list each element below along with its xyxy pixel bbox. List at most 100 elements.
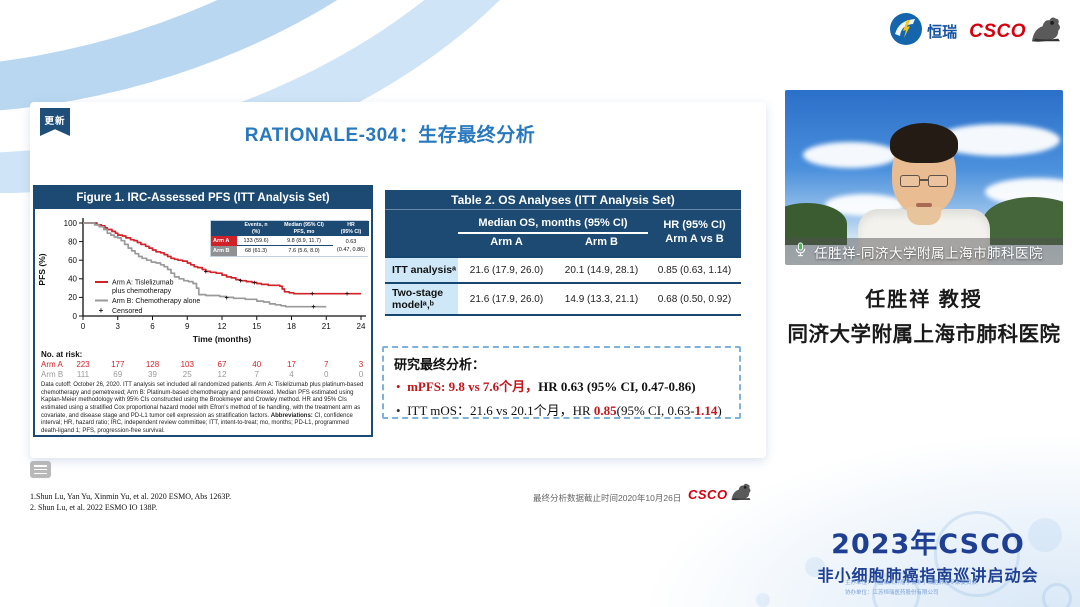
bubble-decoration	[1042, 583, 1072, 607]
risk-value: 0	[324, 370, 329, 379]
os-table-title: Table 2. OS Analyses (ITT Analysis Set)	[385, 190, 741, 210]
svg-text:0: 0	[81, 322, 86, 331]
os-table-header: Table 2. OS Analyses (ITT Analysis Set) …	[385, 190, 741, 256]
censor-mark: +	[204, 269, 208, 276]
video-caption-bar: 任胜祥-同济大学附属上海市肺科医院	[785, 238, 1063, 265]
risk-row-label: Arm A	[41, 360, 63, 369]
hill	[983, 197, 1063, 245]
svg-text:100: 100	[64, 219, 78, 228]
censor-mark: +	[225, 295, 229, 302]
risk-value: 17	[287, 360, 296, 369]
csco-logo: CSCO	[969, 15, 1064, 48]
inset-arm-b-events: 68 (61.3)	[237, 246, 275, 256]
risk-value: 111	[76, 370, 90, 379]
svg-text:20: 20	[68, 293, 77, 302]
bubble-decoration	[756, 593, 770, 607]
km-curve	[83, 222, 361, 295]
speaker-affiliation: 同济大学附属上海市肺科医院	[787, 323, 1061, 346]
svg-text:0: 0	[73, 312, 78, 321]
data-cutoff-note: 最终分析数据截止时间2020年10月26日	[533, 493, 682, 503]
risk-value: 128	[145, 360, 160, 369]
os-table: Table 2. OS Analyses (ITT Analysis Set) …	[385, 190, 741, 316]
os-row-two-stage: Two-stage modelᵃ,ᵇ 21.6 (17.9, 26.0) 14.…	[385, 284, 741, 316]
svg-text:+: +	[99, 306, 104, 315]
risk-value: 3	[358, 360, 364, 369]
censor-mark: +	[238, 278, 242, 285]
event-org-2: 协办单位：江苏恒瑞医药股份有限公司	[845, 590, 939, 597]
no-at-risk-heading: No. at risk:	[41, 350, 83, 359]
footnote-abbr-text: CI, confidence interval; HR, hazard rati…	[41, 412, 353, 435]
svg-text:60: 60	[68, 256, 77, 265]
censor-mark: +	[311, 304, 315, 311]
microphone-icon	[793, 241, 808, 262]
os-itt-arm-b: 20.1 (14.9, 28.1)	[564, 264, 639, 276]
svg-text:80: 80	[68, 237, 77, 246]
video-caption: 任胜祥-同济大学附属上海市肺科医院	[814, 245, 1043, 261]
bubble-decoration	[805, 557, 825, 577]
citation-1: 1.Shun Lu, Yan Yu, Xinmin Yu, et al. 202…	[30, 492, 231, 501]
risk-row-arm-b: Arm B 111 69 39 25 12 7 4 0 0	[35, 370, 375, 380]
censor-mark: +	[310, 291, 314, 298]
risk-value: 7	[324, 360, 329, 369]
event-org-1: 主办单位：中国临床肿瘤学会非小细胞肺癌专家委员会	[845, 580, 978, 586]
risk-value: 0	[358, 370, 364, 379]
inset-hr-value: 0.63 (0.47, 0.86)	[333, 236, 369, 256]
risk-value: 177	[111, 360, 125, 369]
svg-text:12: 12	[218, 322, 227, 331]
os-col-arm-b: Arm B	[584, 236, 618, 248]
svg-text:40: 40	[68, 275, 77, 284]
pfs-inset-table: Events, n (%) Median (95% CI) PFS, mo HR…	[210, 220, 369, 257]
panda-logo-icon	[729, 482, 753, 506]
slide-title: RATIONALE-304：生存最终分析	[244, 125, 536, 146]
bullet-icon: •	[396, 403, 408, 418]
svg-text:Arm B: Chemotherapy alone: Arm B: Chemotherapy alone	[112, 298, 200, 305]
svg-text:6: 6	[150, 322, 155, 331]
footnote-abbr-label: Abbreviations:	[270, 412, 313, 419]
svg-text:21: 21	[322, 322, 331, 331]
no-at-risk-table: No. at risk: Arm A 223 177 128 103 67 40 17 7 3 A…	[35, 350, 375, 380]
csco-footer-logo: CSCO	[688, 482, 753, 506]
svg-text:Arm A: Tislelizumab: Arm A: Tislelizumab	[112, 280, 174, 287]
speaker-name: 任胜祥 教授	[865, 289, 983, 311]
risk-value: 25	[182, 370, 192, 379]
footnote-text: Data cutoff: October 26, 2020. ITT analy…	[41, 382, 364, 419]
risk-value: 103	[180, 360, 194, 369]
event-year: 2023年CSCO	[831, 529, 1025, 560]
os-hr-header: HR (95% CI) Arm A vs B	[663, 219, 726, 245]
os-row-itt: ITT analysisᵃ 21.6 (17.9, 26.0) 20.1 (14…	[385, 258, 741, 284]
risk-row-arm-a: Arm A 223 177 128 103 67 40 17 7 3	[35, 360, 375, 370]
svg-text:plus chemotherapy: plus chemotherapy	[112, 288, 172, 295]
speaker-video: 任胜祥-同济大学附属上海市肺科医院	[785, 90, 1063, 265]
event-logo-block: 2023年CSCO 非小细胞肺癌指南巡讲启动会 主办单位：中国临床肿瘤学会非小细…	[788, 522, 1068, 596]
pfs-figure-panel: Figure 1. IRC-Assessed PFS (ITT Analysis…	[33, 185, 373, 437]
os-col-arm-a: Arm A	[490, 236, 523, 248]
summary-heading: 研究最终分析：	[394, 357, 486, 372]
risk-value: 69	[113, 370, 123, 379]
risk-value: 7	[254, 370, 259, 379]
hengrui-logo-icon	[889, 12, 923, 51]
csco-logo-text: CSCO	[688, 486, 728, 502]
summary-bullet-mpfs: • mPFS: 9.8 vs 7.6个月，HR 0.63 (95% CI, 0.…	[396, 379, 696, 394]
os-group-header: Median OS, months (95% CI)	[458, 213, 648, 234]
csco-logo-text: CSCO	[969, 20, 1026, 42]
km-curve	[83, 222, 327, 308]
summary-bullet-mos: • ITT mOS：21.6 vs 20.1个月，HR 0.85(95% CI,…	[396, 403, 722, 418]
speaker-glasses	[897, 175, 951, 187]
citations: 1.Shun Lu, Yan Yu, Xinmin Yu, et al. 202…	[30, 491, 231, 513]
list-icon[interactable]	[30, 461, 51, 478]
os-two-stage-arm-a: 21.6 (17.9, 26.0)	[469, 293, 544, 305]
header-logos: 恒瑞 CSCO	[889, 12, 1064, 51]
citation-2: 2. Shun Lu, et al. 2022 ESMO IO 138P.	[30, 503, 158, 513]
bubble-decoration	[934, 511, 1020, 597]
risk-value: 4	[289, 370, 294, 379]
svg-text:24: 24	[357, 322, 366, 331]
speaker-info: 任胜祥 教授 同济大学附属上海市肺科医院	[768, 283, 1080, 347]
y-axis-label: PFS (%)	[37, 253, 47, 285]
svg-text:18: 18	[287, 322, 296, 331]
inset-arm-b-median: 7.6 (5.6, 8.0)	[275, 246, 333, 256]
final-analysis-summary: 研究最终分析： • mPFS: 9.8 vs 7.6个月，HR 0.63 (95…	[382, 346, 741, 419]
panda-logo-icon	[1028, 15, 1064, 48]
risk-value: 223	[76, 360, 90, 369]
os-two-stage-hr: 0.68 (0.50, 0.92)	[657, 293, 732, 305]
figure-footnote: Data cutoff: October 26, 2020. ITT analy…	[41, 382, 367, 436]
